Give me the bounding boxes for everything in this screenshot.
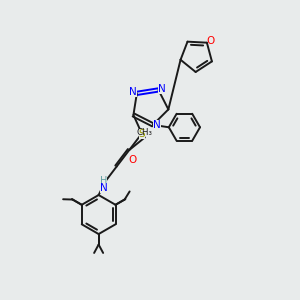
Text: N: N bbox=[158, 84, 166, 94]
Text: O: O bbox=[207, 37, 215, 46]
Text: N: N bbox=[129, 87, 136, 97]
Text: S: S bbox=[139, 128, 146, 139]
Text: O: O bbox=[128, 155, 137, 165]
Text: H: H bbox=[100, 176, 107, 186]
Text: CH₃: CH₃ bbox=[137, 128, 153, 136]
Text: N: N bbox=[100, 183, 107, 193]
Text: N: N bbox=[153, 121, 161, 130]
